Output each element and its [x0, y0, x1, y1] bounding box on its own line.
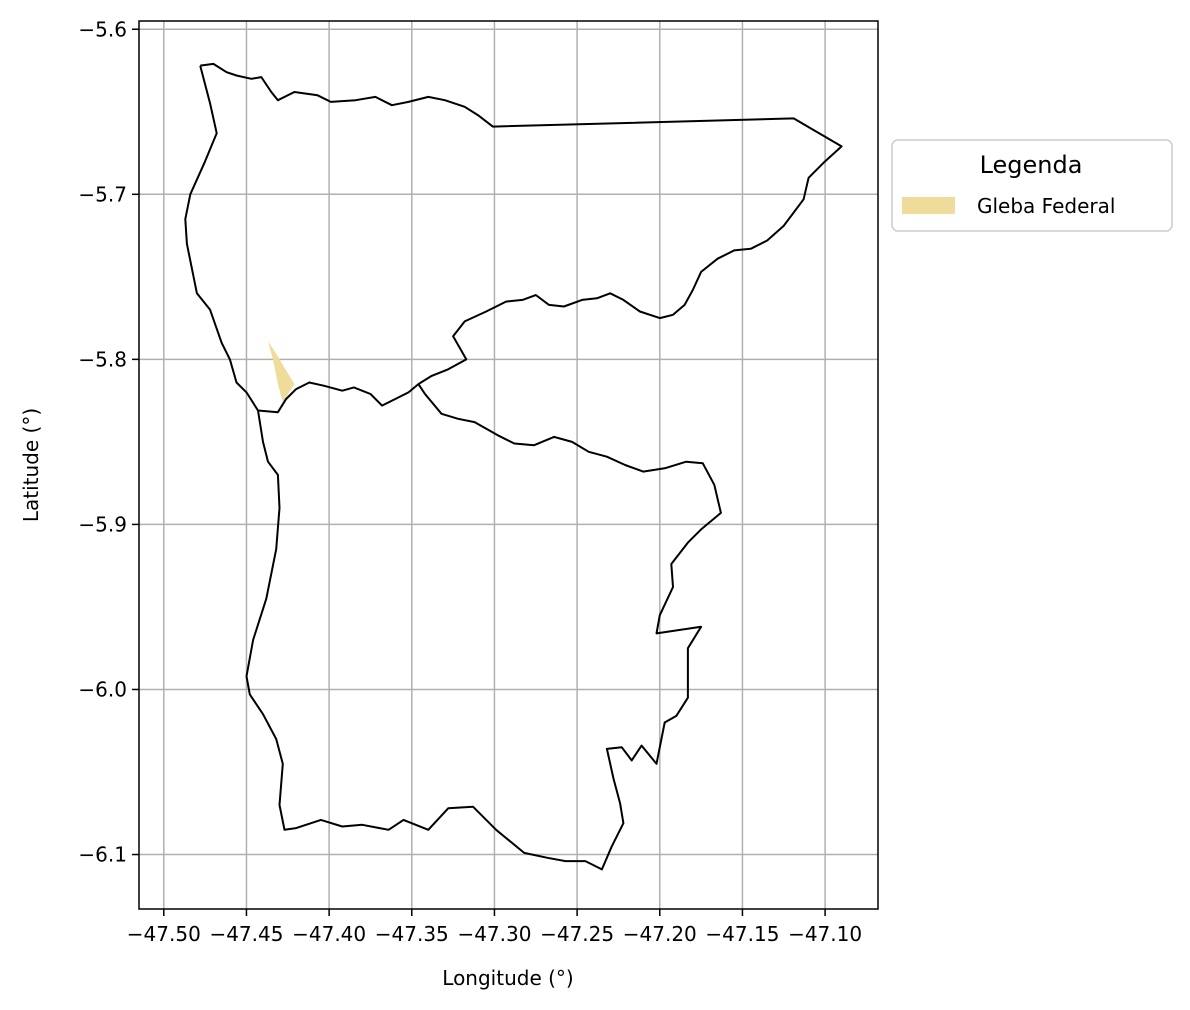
legend-title: Legenda — [980, 151, 1083, 179]
legend-swatch-gleba-federal — [902, 197, 955, 214]
x-tick-label: −47.10 — [788, 922, 862, 946]
municipal-boundary-southern-lobe-outline — [245, 383, 722, 871]
x-tick-label: −47.30 — [457, 922, 531, 946]
y-axis-label: Latitude (°) — [19, 408, 43, 522]
y-tick-label: −5.9 — [78, 512, 127, 536]
legend: Legenda Gleba Federal — [891, 139, 1173, 232]
legend-box — [891, 139, 1173, 232]
x-tick-label: −47.35 — [375, 922, 449, 946]
x-tick-label: −47.45 — [209, 922, 283, 946]
map-layers — [184, 62, 843, 871]
y-tick-label: −6.1 — [78, 843, 127, 867]
axis-ticks: −47.50 −47.45 −47.40 −47.35 −47.30 −47.25 −47.… — [78, 17, 862, 946]
x-tick-label: −47.15 — [705, 922, 779, 946]
x-axis-label: Longitude (°) — [442, 966, 573, 990]
y-tick-label: −6.0 — [78, 677, 127, 701]
x-tick-label: −47.50 — [127, 922, 201, 946]
y-tick-label: −5.8 — [78, 347, 127, 371]
x-tick-label: −47.20 — [623, 922, 697, 946]
y-tick-label: −5.7 — [78, 182, 127, 206]
x-tick-label: −47.40 — [292, 922, 366, 946]
gleba-federal-area — [268, 341, 295, 403]
legend-entry-gleba-federal: Gleba Federal — [977, 194, 1115, 218]
plot-frame — [138, 20, 879, 910]
x-tick-label: −47.25 — [540, 922, 614, 946]
y-tick-label: −5.6 — [78, 17, 127, 41]
gridlines — [139, 21, 878, 909]
